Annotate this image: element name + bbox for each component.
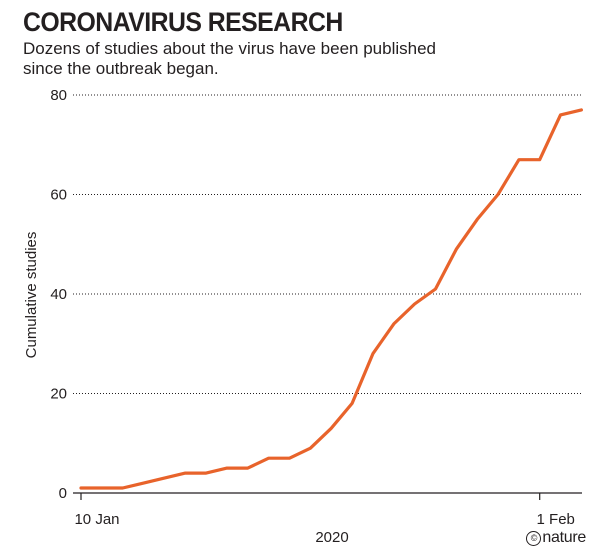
y-tick-label: 0 (59, 485, 67, 502)
nature-logo: © nature (526, 529, 586, 547)
y-tick-label: 80 (50, 87, 67, 104)
y-axis-title: Cumulative studies (23, 232, 40, 359)
x-axis-ticks: 10 Jan 1 Feb (74, 493, 575, 528)
x-axis-title: 2020 (315, 529, 348, 546)
y-tick-label: 40 (50, 286, 67, 303)
x-tick-label: 10 Jan (74, 511, 119, 528)
logo-text: nature (542, 529, 586, 546)
series-line-cumulative-studies (79, 108, 584, 490)
chart-title: CORONAVIRUS RESEARCH (23, 7, 343, 37)
series (79, 108, 584, 490)
gridlines (73, 94, 582, 494)
chart-subtitle: Dozens of studies about the virus have b… (23, 39, 436, 78)
y-tick-label: 20 (50, 386, 67, 403)
y-axis-ticks: 0 20 40 60 80 (50, 87, 67, 502)
copyright-icon: © (526, 531, 542, 546)
x-tick-label: 1 Feb (537, 511, 575, 528)
y-tick-label: 60 (50, 187, 67, 204)
